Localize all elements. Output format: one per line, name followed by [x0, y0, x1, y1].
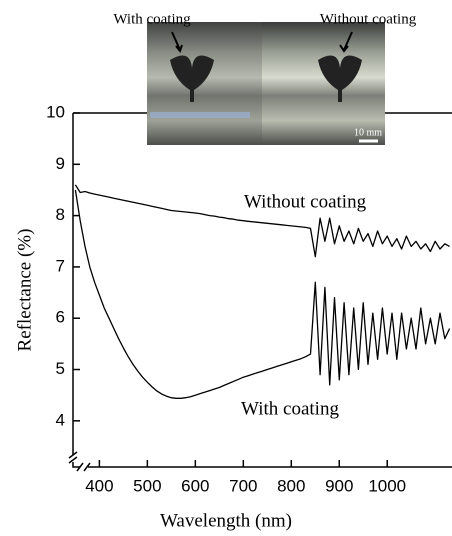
series-line [74, 184, 450, 258]
x-tick-label: 800 [277, 476, 305, 495]
y-tick-label: 6 [56, 308, 65, 327]
y-tick-label: 9 [56, 154, 65, 173]
series-line [74, 189, 451, 399]
y-tick-label: 5 [56, 359, 65, 378]
scale-bar-label: 10 mm [354, 127, 382, 138]
x-tick-label: 600 [181, 476, 209, 495]
y-tick-label: 10 [46, 102, 65, 121]
x-tick-label: 1000 [368, 476, 406, 495]
y-tick-label: 8 [56, 205, 65, 224]
inset-label: With coating [113, 11, 191, 27]
annotation: Without coating [244, 191, 367, 212]
x-tick-label: 400 [85, 476, 113, 495]
axes [68, 112, 452, 472]
x-tick-label: 900 [325, 476, 353, 495]
x-axis-label: Wavelength (nm) [160, 510, 292, 531]
y-tick-label: 7 [56, 256, 65, 275]
x-tick-label: 500 [133, 476, 161, 495]
annotation: With coating [241, 398, 339, 419]
y-axis-label: Reflectance (%) [14, 229, 35, 352]
y-tick-label: 4 [56, 410, 65, 429]
inset-photo [147, 22, 385, 145]
inset-label: Without coating [320, 11, 417, 27]
x-tick-label: 700 [229, 476, 257, 495]
